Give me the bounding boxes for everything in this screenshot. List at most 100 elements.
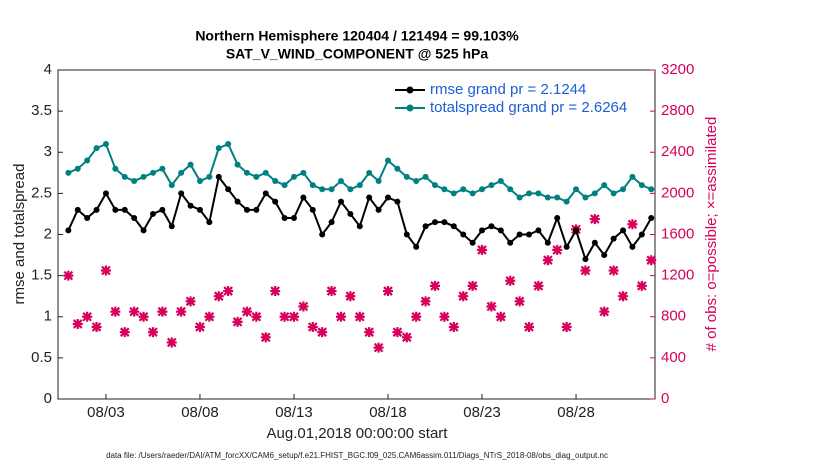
obs-marker [335, 311, 346, 322]
series-marker [507, 186, 514, 193]
x-tick-label: 08/28 [557, 404, 595, 421]
obs-marker [288, 311, 299, 322]
series-marker [638, 182, 645, 189]
y-tick-label: 0 [44, 390, 52, 407]
series-marker [591, 190, 598, 197]
obs-marker [63, 270, 74, 281]
series-marker [413, 178, 420, 185]
series-marker [149, 210, 156, 217]
obs-marker [166, 337, 177, 348]
series-marker [319, 186, 326, 193]
obs-marker [430, 280, 441, 291]
chart-subtitle: SAT_V_WIND_COMPONENT @ 525 hPa [226, 46, 489, 62]
obs-marker [458, 291, 469, 302]
series-marker [629, 173, 636, 180]
obs-marker [533, 280, 544, 291]
series-marker [601, 252, 608, 259]
series-marker [422, 173, 429, 180]
series-marker [648, 215, 655, 222]
series-marker [328, 186, 335, 193]
legend-marker [406, 86, 414, 94]
series-marker [225, 186, 232, 193]
series-marker [620, 186, 627, 193]
series-marker [309, 182, 316, 189]
series-marker [582, 194, 589, 201]
series-marker [563, 243, 570, 250]
obs-marker [467, 280, 478, 291]
obs-marker [542, 255, 553, 266]
series-marker [121, 206, 128, 213]
series-marker [262, 190, 269, 197]
series-marker [168, 223, 175, 230]
series-marker [638, 231, 645, 238]
obs-marker [505, 275, 516, 286]
series-marker [84, 215, 91, 222]
series-marker [563, 198, 570, 205]
series-marker [93, 145, 100, 152]
series-marker [290, 173, 297, 180]
obs-marker [392, 327, 403, 338]
series-marker [366, 194, 373, 201]
y-tick-label: 1 [44, 308, 52, 325]
series-marker [159, 206, 166, 213]
series-marker [272, 198, 279, 205]
series-marker [187, 202, 194, 209]
series-marker [450, 223, 457, 230]
series-marker [497, 178, 504, 185]
series-marker [74, 165, 81, 172]
series-marker [74, 206, 81, 213]
series-marker [601, 182, 608, 189]
series-marker [422, 223, 429, 230]
y-tick-label: 1.5 [31, 267, 52, 284]
series-marker [281, 215, 288, 222]
series-marker [610, 235, 617, 242]
series-marker [187, 161, 194, 168]
y-axis-label: rmse and totalspread [11, 164, 28, 305]
series-marker [262, 169, 269, 176]
series-marker [544, 194, 551, 201]
series-marker [375, 178, 382, 185]
obs-marker [599, 306, 610, 317]
series-marker [131, 215, 138, 222]
series-marker [432, 219, 439, 226]
series-marker [535, 190, 542, 197]
series-marker [441, 186, 448, 193]
obs-marker [354, 311, 365, 322]
series-marker [281, 182, 288, 189]
series-marker [516, 231, 523, 238]
obs-marker [618, 291, 629, 302]
series-marker [234, 198, 241, 205]
series-marker [300, 169, 307, 176]
plot-frame [57, 69, 656, 400]
series-marker [620, 227, 627, 234]
y2-tick-label: 400 [661, 349, 686, 366]
y2-axis-label: # of obs: o=possible; ×=assimilated [703, 117, 720, 352]
series-marker [102, 141, 109, 148]
obs-marker [223, 286, 234, 297]
series-marker [413, 243, 420, 250]
series-marker [507, 239, 514, 246]
series-marker [375, 206, 382, 213]
y2-tick-label: 2800 [661, 102, 694, 119]
series-marker [131, 178, 138, 185]
series-marker [206, 173, 213, 180]
legend-label: totalspread grand pr = 2.6264 [430, 99, 627, 116]
series-marker [384, 157, 391, 164]
y2-tick-label: 0 [661, 390, 669, 407]
series-marker [573, 186, 580, 193]
series-marker [243, 169, 250, 176]
obs-marker [561, 322, 572, 333]
series-marker [253, 173, 260, 180]
series-marker [610, 190, 617, 197]
series-marker [432, 182, 439, 189]
series-marker [121, 173, 128, 180]
series-marker [403, 173, 410, 180]
series-marker [554, 215, 561, 222]
series-marker [84, 157, 91, 164]
series-marker [469, 190, 476, 197]
series-marker [394, 198, 401, 205]
series-marker [196, 178, 203, 185]
x-tick-label: 08/03 [87, 404, 125, 421]
obs-marker [627, 219, 638, 230]
